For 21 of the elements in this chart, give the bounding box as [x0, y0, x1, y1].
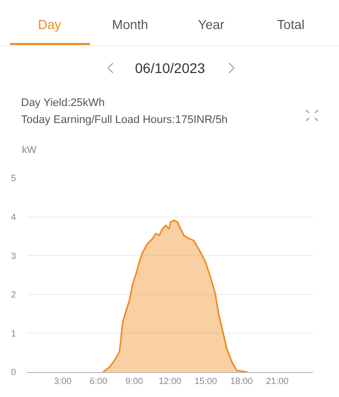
x-tick-label: 18:00	[230, 376, 253, 386]
x-tick-label: 3:00	[54, 376, 72, 386]
text: Month	[112, 17, 148, 32]
x-tick-label: 21:00	[266, 376, 289, 386]
chart-subtitle: Day Yield:25kWh	[21, 97, 105, 109]
x-tick-label: 9:00	[125, 376, 144, 386]
y-tick-label: 5	[10, 173, 16, 184]
text: Year	[198, 17, 225, 32]
y-tick-label: 0	[10, 367, 16, 378]
x-tick-label: 6:00	[90, 376, 108, 386]
y-tick-label: 1	[10, 328, 16, 338]
y-tick-label: 2	[10, 290, 16, 300]
x-tick-label: 15:00	[194, 376, 218, 386]
chart-title: 06/10/2023	[135, 60, 206, 76]
text: Day	[38, 17, 62, 32]
y-tick-label: 4	[10, 212, 16, 222]
x-tick-label: 12:00	[158, 376, 182, 386]
y-tick-label: 3	[10, 250, 16, 261]
y-axis-title: kW	[22, 145, 37, 156]
text: Total	[277, 17, 305, 32]
text: Today Earning/Full Load Hours:175INR/5h	[21, 114, 228, 126]
